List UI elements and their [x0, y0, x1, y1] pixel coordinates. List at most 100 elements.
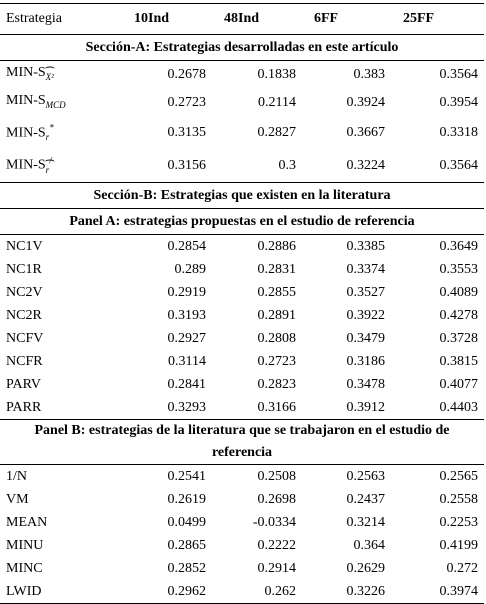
table-cell: 0.262: [216, 579, 306, 604]
table-cell: 0.3226: [306, 579, 395, 604]
table-cell: 0.2565: [439, 468, 479, 484]
row-label: MIN-SMCD: [6, 92, 66, 110]
table-cell: 0.289: [174, 261, 207, 277]
row-label: MIN-S͡r/: [6, 155, 52, 175]
section-b-title-row: Sección-B: Estrategias que existen en la…: [0, 181, 484, 209]
table-cell: 0.3114: [168, 353, 206, 369]
row-label: LWID: [0, 579, 126, 604]
row-label: 1/N: [6, 468, 27, 484]
table-cell: 0.364: [353, 537, 386, 553]
table-cell: 0.3156: [167, 157, 207, 173]
table-cell: 0.3553: [439, 261, 479, 277]
table-row: NC2V 0.2919 0.2855 0.3527 0.4089: [0, 281, 484, 304]
table-cell: 0.2865: [167, 537, 207, 553]
table-cell: 0.2891: [257, 307, 297, 323]
row-label: NCFV: [6, 330, 44, 346]
column-header: 10Ind: [126, 3, 216, 35]
table-cell: 0.3214: [346, 514, 386, 530]
row-label: PARR: [6, 399, 42, 415]
table-cell: 0.2927: [167, 330, 207, 346]
table-cell: 0.2808: [257, 330, 297, 346]
table-header-row: Estrategia 10Ind 48Ind 6FF 25FF: [0, 3, 484, 35]
table-row: NC1V 0.2854 0.2886 0.3385 0.3649: [0, 234, 484, 258]
table-cell: 0.2962: [126, 579, 216, 604]
table-cell: 0.3293: [167, 399, 207, 415]
row-label: MINC: [6, 560, 43, 576]
table-cell: 0.3954: [439, 95, 479, 111]
table-cell: 0.2823: [257, 376, 297, 392]
table-row: PARR 0.3293 0.3166 0.3912 0.4403: [0, 396, 484, 420]
section-a-title: Sección-A: Estrategias desarrolladas en …: [0, 34, 484, 61]
table-cell: 0.2852: [167, 560, 207, 576]
table-cell: 0.2558: [439, 491, 479, 507]
column-header: 6FF: [306, 3, 395, 35]
row-label: MIN-Sr*: [6, 122, 54, 143]
table-cell: 0.2854: [167, 238, 207, 254]
panel-b-title-row: Panel B: estrategias de la literatura qu…: [0, 418, 484, 465]
table-row: PARV 0.2841 0.2823 0.3478 0.4077: [0, 373, 484, 396]
panel-b-title: Panel B: estrategias de la literatura qu…: [0, 418, 484, 465]
table-cell: 0.2886: [257, 238, 297, 254]
table-row: NCFR 0.3114 0.2723 0.3186 0.3815: [0, 350, 484, 373]
table-cell: 0.3193: [167, 307, 207, 323]
table-cell: 0.2919: [167, 284, 207, 300]
table-cell: 0.3: [278, 157, 297, 173]
panel-a-title-row: Panel A: estrategias propuestas en el es…: [0, 208, 484, 235]
table-row: MEAN 0.0499 -0.0334 0.3214 0.2253: [0, 511, 484, 534]
table-cell: 0.4278: [439, 307, 479, 323]
table-cell: 0.3564: [439, 67, 479, 83]
strategy-results-table: Estrategia 10Ind 48Ind 6FF 25FF Sección-…: [0, 3, 484, 604]
row-label: MINU: [6, 537, 44, 553]
table-cell: 0.2723: [257, 353, 297, 369]
column-header: 48Ind: [216, 3, 306, 35]
table-cell: 0.2629: [346, 560, 386, 576]
table-cell: 0.3728: [439, 330, 479, 346]
table-row: LWID 0.2962 0.262 0.3226 0.3974: [0, 579, 484, 604]
table-cell: 0.2855: [257, 284, 297, 300]
table-cell: 0.3186: [346, 353, 386, 369]
table-cell: 0.2619: [167, 491, 207, 507]
table-cell: 0.2723: [167, 95, 207, 111]
table-cell: 0.2841: [167, 376, 207, 392]
table-row: VM 0.2619 0.2698 0.2437 0.2558: [0, 488, 484, 511]
section-a-title-row: Sección-A: Estrategias desarrolladas en …: [0, 34, 484, 61]
table-cell: 0.4403: [439, 399, 479, 415]
row-label: NC2R: [6, 307, 42, 323]
table-cell: 0.3922: [346, 307, 386, 323]
table-row: MINU 0.2865 0.2222 0.364 0.4199: [0, 534, 484, 557]
results-table-page: Estrategia 10Ind 48Ind 6FF 25FF Sección-…: [0, 3, 484, 604]
row-label: NC2V: [6, 284, 43, 300]
table-cell: 0.3815: [439, 353, 479, 369]
table-row: MINC 0.2852 0.2914 0.2629 0.272: [0, 557, 484, 580]
table-cell: 0.2114: [258, 95, 296, 111]
table-row: NC1R 0.289 0.2831 0.3374 0.3553: [0, 258, 484, 281]
table-cell: 0.2678: [167, 67, 207, 83]
row-label: MIN-S͡X²: [6, 65, 54, 82]
table-cell: 0.3224: [346, 157, 386, 173]
column-header: 25FF: [395, 3, 484, 35]
table-cell: 0.3374: [346, 261, 386, 277]
table-cell: -0.0334: [252, 514, 296, 530]
table-cell: 0.2563: [346, 468, 386, 484]
table-cell: 0.3166: [257, 399, 297, 415]
table-cell: 0.1838: [257, 67, 297, 83]
table-cell: 0.2914: [257, 560, 297, 576]
table-cell: 0.3385: [346, 238, 386, 254]
table-cell: 0.4199: [439, 537, 479, 553]
table-cell: 0.2541: [167, 468, 207, 484]
table-cell: 0.3527: [346, 284, 386, 300]
table-row: MIN-SMCD 0.2723 0.2114 0.3924 0.3954: [0, 89, 484, 117]
table-cell: 0.4077: [439, 376, 479, 392]
table-cell: 0.3479: [346, 330, 386, 346]
table-cell: 0.2222: [257, 537, 297, 553]
table-cell: 0.3912: [346, 399, 386, 415]
row-label: PARV: [6, 376, 41, 392]
panel-a-title: Panel A: estrategias propuestas en el es…: [0, 208, 484, 235]
table-cell: 0.383: [353, 67, 386, 83]
table-cell: 0.3924: [346, 95, 386, 111]
table-cell: 0.2831: [257, 261, 297, 277]
table-cell: 0.4089: [439, 284, 479, 300]
column-header: Estrategia: [0, 3, 126, 35]
table-cell: 0.3135: [167, 125, 207, 141]
row-label: VM: [6, 491, 29, 507]
